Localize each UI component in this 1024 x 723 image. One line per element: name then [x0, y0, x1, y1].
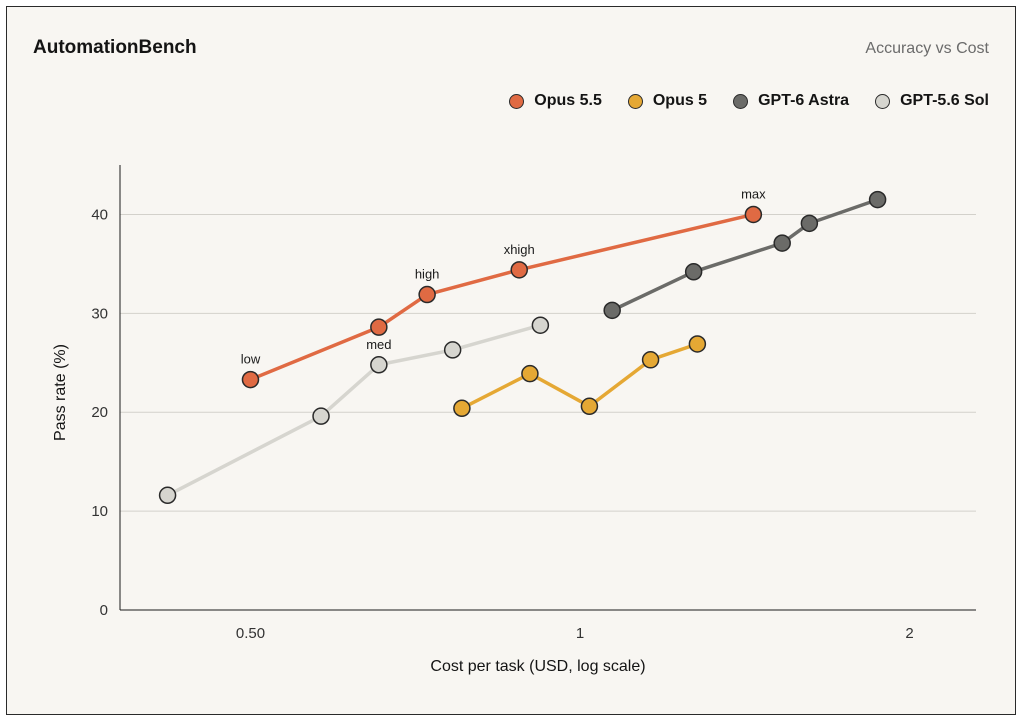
data-point-opus-5-5 [744, 205, 763, 224]
y-tick-label: 10 [91, 503, 108, 520]
legend: Opus 5.5 Opus 5 GPT-6 Astra GPT-5.6 Sol [509, 92, 989, 110]
chart-title: AutomationBench [33, 37, 197, 58]
legend-swatch [733, 93, 749, 109]
data-point-opus-5-5 [370, 318, 388, 336]
legend-label: Opus 5.5 [534, 92, 602, 109]
x-tick-label: 0.50 [236, 625, 265, 642]
y-tick-label: 40 [91, 206, 108, 223]
data-point-opus-5 [641, 351, 660, 369]
data-point-gpt-6-astra [684, 263, 703, 281]
legend-item-gpt-5-6-sol: GPT-5.6 Sol [875, 92, 989, 110]
data-point-opus-5 [688, 335, 707, 353]
data-point-gpt-5-6-sol [312, 407, 330, 425]
x-tick-label: 1 [576, 625, 584, 642]
legend-swatch [509, 93, 525, 109]
y-tick-label: 30 [91, 305, 108, 322]
series-line-opus-5 [460, 342, 700, 411]
point-label: low [241, 352, 261, 367]
data-point-gpt-6-astra [603, 301, 621, 320]
x-tick-label: 2 [905, 625, 913, 642]
y-tick-label: 20 [91, 404, 108, 421]
legend-item-gpt-6-astra: GPT-6 Astra [733, 92, 849, 110]
data-point-opus-5 [580, 397, 599, 416]
point-label: xhigh [504, 242, 535, 257]
point-label: high [415, 267, 440, 282]
data-point-opus-5-5 [418, 285, 436, 304]
legend-swatch [627, 93, 643, 109]
point-label: max [741, 186, 766, 201]
data-point-gpt-5-6-sol [370, 356, 388, 374]
series-line-opus-5-5 [248, 212, 756, 382]
data-point-gpt-6-astra [800, 214, 819, 233]
legend-label: GPT-6 Astra [758, 92, 850, 109]
data-point-gpt-5-6-sol [158, 486, 177, 505]
data-point-gpt-5-6-sol [531, 316, 550, 334]
chart-subtitle: Accuracy vs Cost [865, 40, 989, 57]
data-point-opus-5-5 [510, 261, 528, 279]
x-axis-title: Cost per task (USD, log scale) [430, 658, 645, 675]
data-point-opus-5 [521, 364, 539, 383]
data-point-gpt-6-astra [868, 190, 887, 209]
legend-label: Opus 5 [652, 92, 708, 109]
legend-swatch [875, 93, 891, 109]
y-axis-title: Pass rate (%) [52, 344, 69, 441]
data-point-opus-5 [453, 399, 471, 418]
legend-item-opus-5: Opus 5 [627, 92, 708, 110]
data-point-opus-5-5 [241, 370, 260, 389]
data-point-gpt-6-astra [773, 234, 791, 252]
chart-card: AutomationBench Accuracy vs Cost Opus 5.… [6, 6, 1016, 715]
legend-item-opus-5-5: Opus 5.5 [509, 92, 602, 110]
point-label: med [366, 337, 391, 352]
data-point-gpt-5-6-sol [443, 341, 462, 359]
series-line-gpt-5-6-sol [165, 323, 543, 498]
legend-label: GPT-5.6 Sol [900, 92, 989, 109]
y-tick-label: 0 [100, 602, 108, 619]
